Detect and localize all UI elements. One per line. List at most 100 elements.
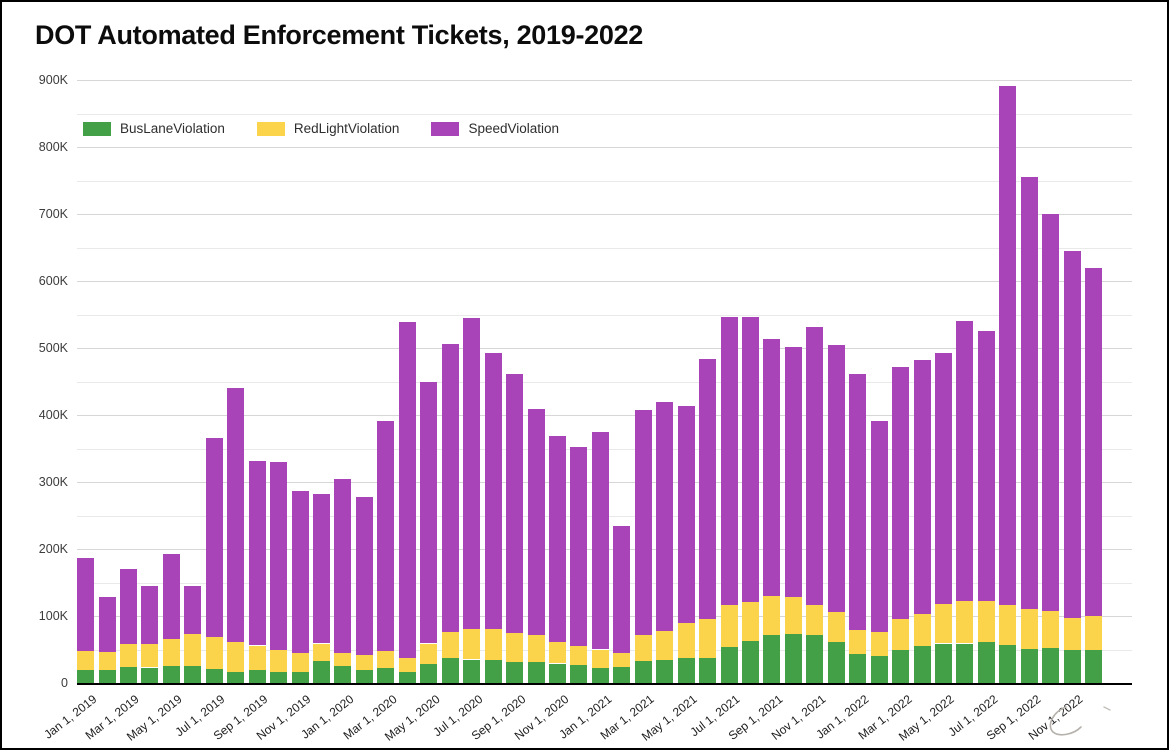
bar-segment-RedLightViolation [355,654,373,671]
bar-segment-BusLaneViolation [784,634,802,683]
bar-segment-RedLightViolation [570,646,588,665]
bar-segment-SpeedViolation [999,86,1017,605]
bar-segment-RedLightViolation [248,645,266,671]
bar-segment-RedLightViolation [806,604,824,636]
bar-segment-SpeedViolation [1063,250,1081,618]
legend-label: RedLightViolation [293,121,400,136]
x-axis-line [77,683,1132,685]
bar-segment-RedLightViolation [613,652,631,667]
bar-segment-RedLightViolation [441,632,459,659]
bar-segment-BusLaneViolation [548,663,566,683]
bar-segment-BusLaneViolation [956,643,974,683]
bar-segment-RedLightViolation [527,634,545,663]
bar-segment-SpeedViolation [935,353,952,604]
bar-segment-BusLaneViolation [77,669,94,683]
legend-swatch-icon [83,121,111,136]
gridline-major [77,80,1132,81]
bar-segment-RedLightViolation [763,595,781,635]
bar-segment-BusLaneViolation [291,672,309,683]
bar-segment-BusLaneViolation [1085,650,1103,683]
bar-segment-BusLaneViolation [355,670,373,683]
bar-segment-RedLightViolation [270,650,287,672]
bar-segment-BusLaneViolation [1063,650,1081,683]
bar-segment-BusLaneViolation [463,659,481,683]
bar-segment-BusLaneViolation [634,660,652,683]
bar-segment-RedLightViolation [935,603,952,644]
bar-segment-SpeedViolation [870,421,888,633]
gridline-minor [77,314,1132,316]
bar-segment-BusLaneViolation [656,660,674,683]
bar-segment-BusLaneViolation [591,667,609,683]
bar-segment-RedLightViolation [870,632,888,657]
bar-segment-SpeedViolation [506,373,523,633]
bar-segment-RedLightViolation [548,642,566,664]
bar-segment-BusLaneViolation [205,668,223,683]
bar-segment-RedLightViolation [1020,608,1038,649]
bar-segment-RedLightViolation [977,601,995,643]
bar-segment-BusLaneViolation [763,634,781,683]
bar-segment-BusLaneViolation [570,664,588,683]
bar-segment-RedLightViolation [1085,616,1103,651]
legend-item-RedLightViolation: RedLightViolation [256,121,400,136]
bar-segment-BusLaneViolation [849,654,867,683]
bar-segment-RedLightViolation [484,628,502,661]
bar-segment-RedLightViolation [720,605,738,647]
bar-segment-BusLaneViolation [141,667,159,683]
bar-segment-SpeedViolation [377,421,395,651]
bar-segment-RedLightViolation [184,634,202,667]
bar-segment-BusLaneViolation [677,658,695,683]
bar-segment-BusLaneViolation [720,646,738,683]
bar-segment-BusLaneViolation [398,671,416,683]
bar-segment-RedLightViolation [506,632,523,662]
bar-segment-SpeedViolation [591,432,609,650]
chart-title: DOT Automated Enforcement Tickets, 2019-… [35,20,644,50]
gridline-minor [77,180,1132,182]
bar-segment-RedLightViolation [98,652,116,671]
bar-segment-SpeedViolation [248,460,266,646]
bar-segment-RedLightViolation [677,623,695,659]
legend: BusLaneViolation RedLightViolation SpeedVi… [77,115,614,142]
bar-segment-RedLightViolation [1063,618,1081,651]
bar-segment-RedLightViolation [377,650,395,668]
bar-segment-BusLaneViolation [506,661,523,683]
bar-segment-RedLightViolation [634,635,652,661]
bar-segment-SpeedViolation [291,491,309,653]
bar-segment-RedLightViolation [892,618,910,651]
bar-segment-SpeedViolation [1020,177,1038,609]
bar-segment-BusLaneViolation [484,660,502,683]
legend-label: SpeedViolation [468,121,560,136]
bar-segment-RedLightViolation [591,649,609,668]
bar-segment-SpeedViolation [1042,214,1060,611]
y-axis-tick-label: 500K [38,341,68,355]
bar-segment-SpeedViolation [119,569,137,645]
bar-segment-BusLaneViolation [184,666,202,684]
bar-segment-SpeedViolation [162,554,180,639]
bar-segment-SpeedViolation [441,344,459,633]
bar-segment-RedLightViolation [913,614,931,646]
bar-segment-BusLaneViolation [420,663,438,683]
bar-segment-RedLightViolation [999,604,1017,645]
legend-swatch-icon [431,121,460,136]
gridline-minor [77,381,1132,383]
gridline-major [77,214,1132,215]
bar-segment-BusLaneViolation [312,660,330,683]
bar-segment-SpeedViolation [699,358,716,619]
bar-segment-SpeedViolation [420,382,438,644]
y-axis-tick-label: 800K [38,140,68,154]
legend-label: BusLaneViolation [120,121,225,136]
bar-segment-SpeedViolation [741,317,759,602]
bar-segment-RedLightViolation [227,642,245,673]
bar-segment-RedLightViolation [656,631,674,661]
bar-segment-RedLightViolation [205,636,223,669]
bar-segment-SpeedViolation [763,338,781,596]
bar-segment-BusLaneViolation [699,658,716,683]
bar-segment-SpeedViolation [570,447,588,647]
bar-segment-SpeedViolation [184,585,202,635]
bar-segment-BusLaneViolation [227,672,245,683]
y-axis-tick-label: 100K [38,609,68,623]
bar-segment-SpeedViolation [355,496,373,655]
bar-segment-BusLaneViolation [935,643,952,683]
bar-segment-SpeedViolation [312,494,330,644]
y-axis-tick-label: 200K [38,542,68,556]
